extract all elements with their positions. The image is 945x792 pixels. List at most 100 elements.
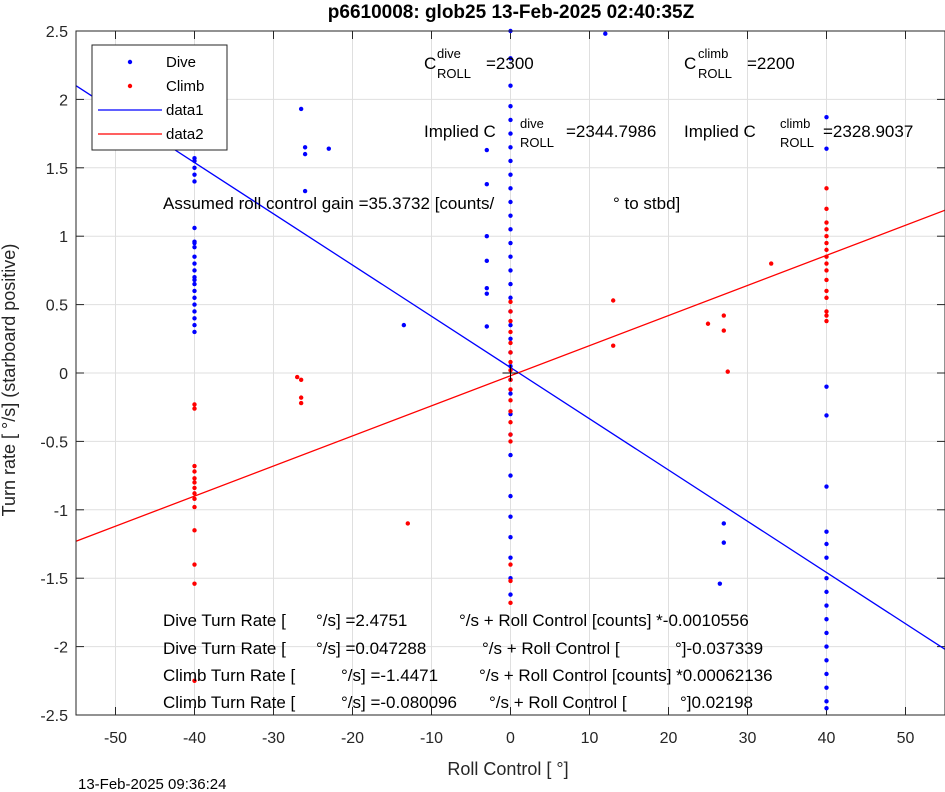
point-dive — [824, 413, 829, 418]
point-dive — [508, 213, 513, 218]
point-dive — [824, 541, 829, 547]
point-climb — [508, 432, 513, 437]
point-dive — [192, 261, 197, 266]
point-dive — [824, 555, 829, 560]
eq4-d: °]0.02198 — [680, 693, 753, 712]
point-dive — [824, 484, 829, 489]
point-dive — [824, 114, 829, 120]
footer-timestamp: 13-Feb-2025 09:36:24 — [78, 776, 226, 792]
eq4-b: °/s] =-0.080096 — [341, 693, 457, 712]
point-dive — [508, 452, 513, 458]
point-climb — [705, 321, 711, 326]
equation-dive-counts: Dive Turn Rate [ °/s] =2.4751 °/s + Roll… — [163, 611, 749, 630]
x-tick-label: -40 — [183, 730, 206, 747]
y-tick-label: -1.5 — [40, 571, 68, 588]
point-climb — [508, 359, 513, 365]
point-climb — [824, 295, 829, 300]
point-climb — [192, 496, 197, 502]
scatter-points — [192, 28, 829, 711]
point-dive — [508, 240, 513, 246]
point-climb — [824, 318, 829, 324]
point-dive — [192, 172, 197, 177]
legend-box — [91, 44, 228, 151]
y-tick-label: -2 — [54, 640, 68, 657]
point-dive — [508, 336, 513, 341]
point-climb — [508, 318, 513, 324]
point-dive — [192, 244, 197, 250]
point-climb — [824, 261, 829, 266]
point-climb — [824, 240, 829, 246]
point-climb — [824, 220, 829, 225]
point-dive — [192, 322, 197, 328]
point-dive — [508, 322, 513, 328]
point-climb — [192, 480, 197, 485]
implied-climb-sub: ROLL — [780, 135, 814, 150]
point-dive — [302, 188, 308, 194]
legend-data2-label: data2 — [166, 126, 204, 143]
point-dive — [508, 199, 513, 205]
point-climb — [611, 343, 616, 348]
point-dive — [824, 685, 829, 690]
point-climb — [295, 374, 300, 380]
point-dive — [717, 581, 723, 586]
point-dive — [824, 529, 829, 534]
implied-climb-prefix: Implied C — [684, 122, 756, 141]
x-tick-label: 30 — [739, 730, 757, 747]
implied-dive-prefix: Implied C — [424, 122, 496, 141]
point-climb — [508, 398, 513, 403]
point-dive — [508, 131, 513, 136]
point-climb — [192, 528, 197, 533]
point-climb — [824, 234, 829, 239]
c-roll-dive-annotation: C dive ROLL =2300 — [424, 46, 534, 81]
point-climb — [192, 678, 197, 683]
point-dive — [824, 617, 829, 622]
y-tick-label: 1 — [59, 229, 68, 246]
point-dive — [484, 324, 489, 329]
point-dive — [824, 658, 829, 663]
point-dive — [508, 254, 513, 259]
point-dive — [824, 671, 829, 677]
point-climb — [611, 298, 616, 303]
point-climb — [508, 578, 513, 584]
point-dive — [484, 182, 489, 187]
legend-dive-marker — [127, 59, 133, 65]
point-dive — [508, 145, 513, 150]
c-climb-value: =2200 — [747, 54, 795, 73]
point-climb — [824, 206, 829, 212]
point-climb — [824, 277, 829, 283]
x-ticks: -50 -40 -30 -20 -10 0 10 20 30 40 50 — [104, 31, 915, 747]
point-climb — [192, 581, 197, 586]
point-dive — [192, 254, 197, 259]
point-dive — [484, 147, 489, 153]
point-climb — [824, 186, 829, 191]
point-dive — [192, 179, 197, 184]
x-tick-label: 20 — [660, 730, 678, 747]
eq1-b: °/s] =2.4751 — [316, 611, 407, 630]
point-dive — [192, 158, 197, 164]
x-tick-label: 40 — [818, 730, 836, 747]
point-dive — [508, 268, 513, 273]
point-dive — [508, 473, 513, 478]
point-climb — [192, 406, 197, 411]
point-dive — [192, 329, 197, 335]
point-climb — [405, 521, 410, 526]
point-climb — [725, 369, 730, 374]
point-climb — [508, 329, 513, 335]
y-tick-label: 2.5 — [46, 24, 68, 41]
point-dive — [484, 258, 489, 264]
implied-dive-annotation: Implied C dive ROLL =2344.7986 — [424, 116, 656, 150]
x-tick-label: -20 — [341, 730, 364, 747]
c-climb-main: C — [684, 54, 696, 73]
point-dive — [484, 285, 489, 291]
point-climb — [721, 328, 726, 333]
point-dive — [824, 384, 829, 389]
point-dive — [508, 172, 513, 177]
point-dive — [192, 268, 197, 273]
point-dive — [824, 644, 829, 649]
x-tick-label: -10 — [420, 730, 443, 747]
implied-dive-sup: dive — [520, 116, 544, 131]
gain-annotation: Assumed roll control gain =35.3732 [coun… — [163, 194, 680, 213]
equation-dive-degrees: Dive Turn Rate [ °/s] =0.047288 °/s + Ro… — [163, 639, 763, 658]
point-climb — [508, 299, 513, 305]
eq2-d: °]-0.037339 — [675, 639, 763, 658]
